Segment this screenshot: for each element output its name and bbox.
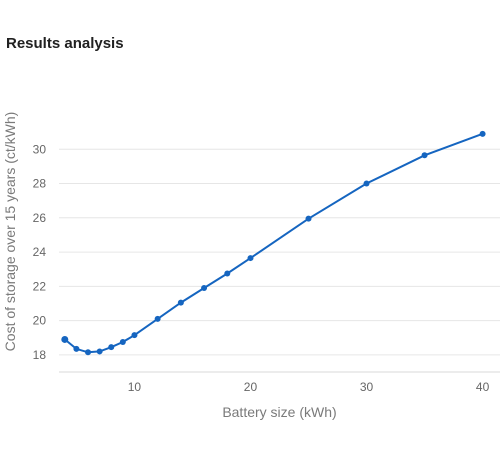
data-point[interactable]	[201, 285, 208, 292]
axes: 18 20 22 24 26 28 30 10 20 30 40	[33, 142, 500, 394]
series	[61, 130, 486, 356]
data-point[interactable]	[421, 152, 428, 159]
y-tick-label: 18	[33, 348, 47, 362]
y-tick-label: 30	[33, 142, 47, 156]
data-point[interactable]	[119, 339, 126, 346]
x-tick-label: 40	[476, 380, 490, 394]
data-point[interactable]	[177, 299, 184, 306]
data-point[interactable]	[479, 130, 486, 137]
x-axis-title: Battery size (kWh)	[222, 404, 336, 420]
y-tick-label: 26	[33, 211, 47, 225]
x-tick-label: 10	[128, 380, 142, 394]
y-axis-title: Cost of storage over 15 years (ct/kWh)	[2, 112, 18, 352]
y-tick-label: 22	[33, 279, 47, 293]
data-point[interactable]	[61, 335, 69, 343]
data-point[interactable]	[305, 215, 312, 222]
x-tick-label: 20	[244, 380, 258, 394]
data-point[interactable]	[154, 315, 161, 322]
page-title: Results analysis	[6, 35, 124, 52]
data-point[interactable]	[224, 270, 231, 277]
y-tick-label: 20	[33, 314, 47, 328]
data-point[interactable]	[131, 332, 138, 339]
y-tick-label: 24	[33, 245, 47, 259]
grid-lines	[59, 148, 500, 356]
data-point[interactable]	[85, 349, 92, 356]
x-tick-label: 30	[360, 380, 374, 394]
data-point[interactable]	[108, 344, 115, 351]
data-point[interactable]	[363, 180, 370, 187]
data-point[interactable]	[247, 255, 254, 262]
series-line	[64, 132, 483, 354]
data-point[interactable]	[73, 345, 80, 352]
y-tick-label: 28	[33, 177, 47, 191]
data-point[interactable]	[96, 348, 103, 355]
